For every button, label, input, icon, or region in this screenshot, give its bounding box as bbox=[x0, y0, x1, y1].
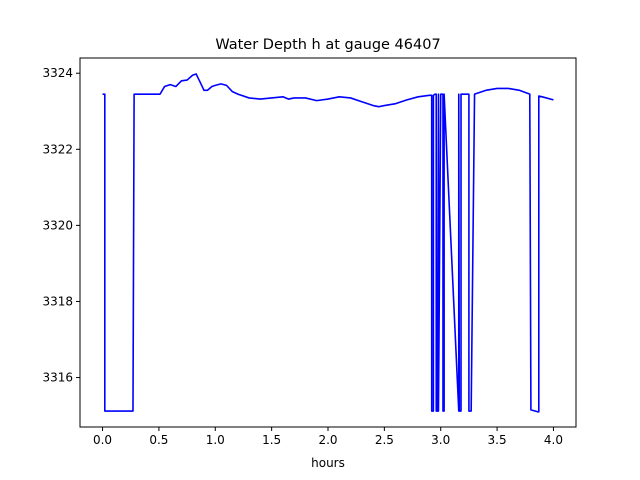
y-tick-label: 3324 bbox=[42, 66, 73, 80]
x-tick-label: 3.5 bbox=[488, 433, 507, 447]
y-tick-label: 3322 bbox=[42, 142, 73, 156]
y-tick-label: 3316 bbox=[42, 371, 73, 385]
x-axis-label: hours bbox=[311, 456, 345, 470]
x-tick-label: 0.5 bbox=[149, 433, 168, 447]
plot-layer: 0.0 0.5 1.0 1.5 2.0 2.5 3.0 3.5 4.0 3316 3318 3320 3… bbox=[42, 57, 577, 447]
x-tick-label: 3.0 bbox=[431, 433, 450, 447]
x-tick-label: 0.0 bbox=[93, 433, 112, 447]
x-tick-label: 4.0 bbox=[544, 433, 563, 447]
x-tick-label: 1.5 bbox=[262, 433, 281, 447]
chart-title: Water Depth h at gauge 46407 bbox=[215, 37, 440, 53]
x-tick-label: 2.0 bbox=[318, 433, 337, 447]
series-line-0 bbox=[102, 73, 554, 413]
x-tick-label: 2.5 bbox=[375, 433, 394, 447]
y-tick-label: 3318 bbox=[42, 294, 73, 308]
y-tick-label: 3320 bbox=[42, 218, 73, 232]
x-tick-label: 1.0 bbox=[206, 433, 225, 447]
